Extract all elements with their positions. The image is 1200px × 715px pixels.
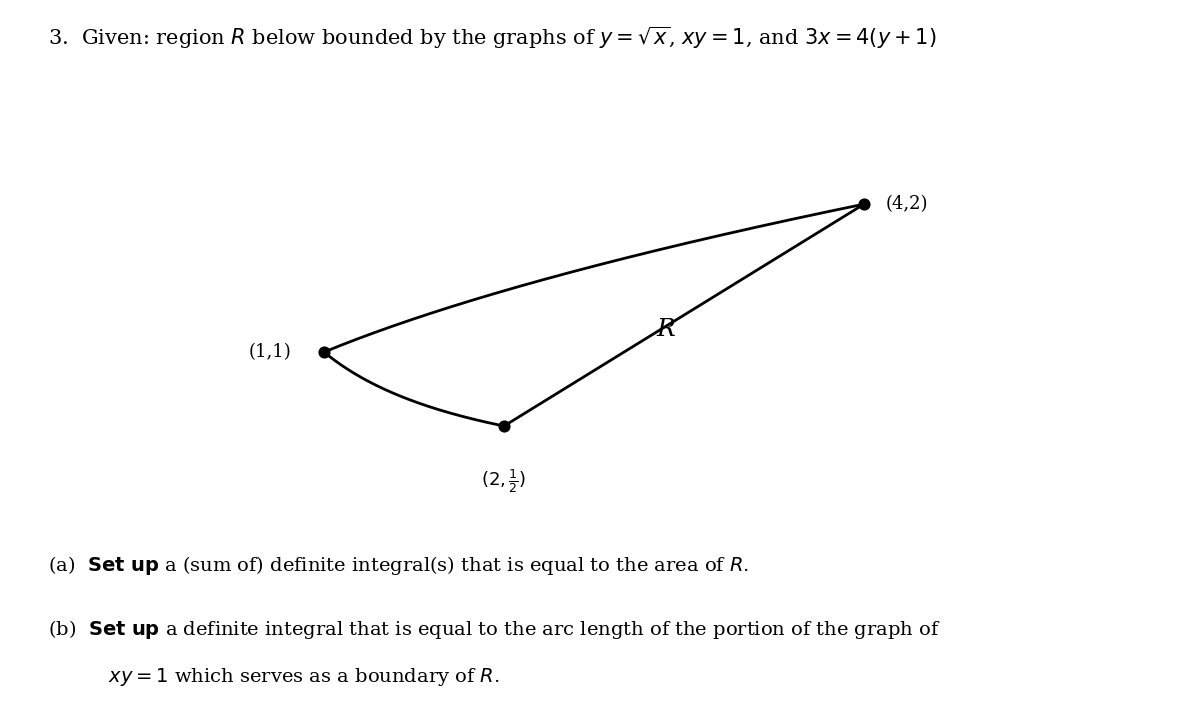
Point [494, 420, 514, 432]
Text: R: R [656, 318, 676, 341]
Text: (a)  $\bf{Set\ up}$ a (sum of) definite integral(s) that is equal to the area of: (a) $\bf{Set\ up}$ a (sum of) definite i… [48, 554, 749, 577]
Text: 3.  Given: region $R$ below bounded by the graphs of $y = \sqrt{x}$, $xy = 1$, a: 3. Given: region $R$ below bounded by th… [48, 25, 937, 51]
Text: (4,2): (4,2) [886, 195, 928, 213]
Text: $xy = 1$ which serves as a boundary of $R$.: $xy = 1$ which serves as a boundary of $… [108, 666, 499, 689]
Point [314, 346, 334, 358]
Text: (b)  $\bf{Set\ up}$ a definite integral that is equal to the arc length of the p: (b) $\bf{Set\ up}$ a definite integral t… [48, 618, 941, 641]
Text: (1,1): (1,1) [248, 343, 292, 361]
Text: $(2,\frac{1}{2})$: $(2,\frac{1}{2})$ [481, 468, 527, 495]
Point [854, 199, 874, 210]
